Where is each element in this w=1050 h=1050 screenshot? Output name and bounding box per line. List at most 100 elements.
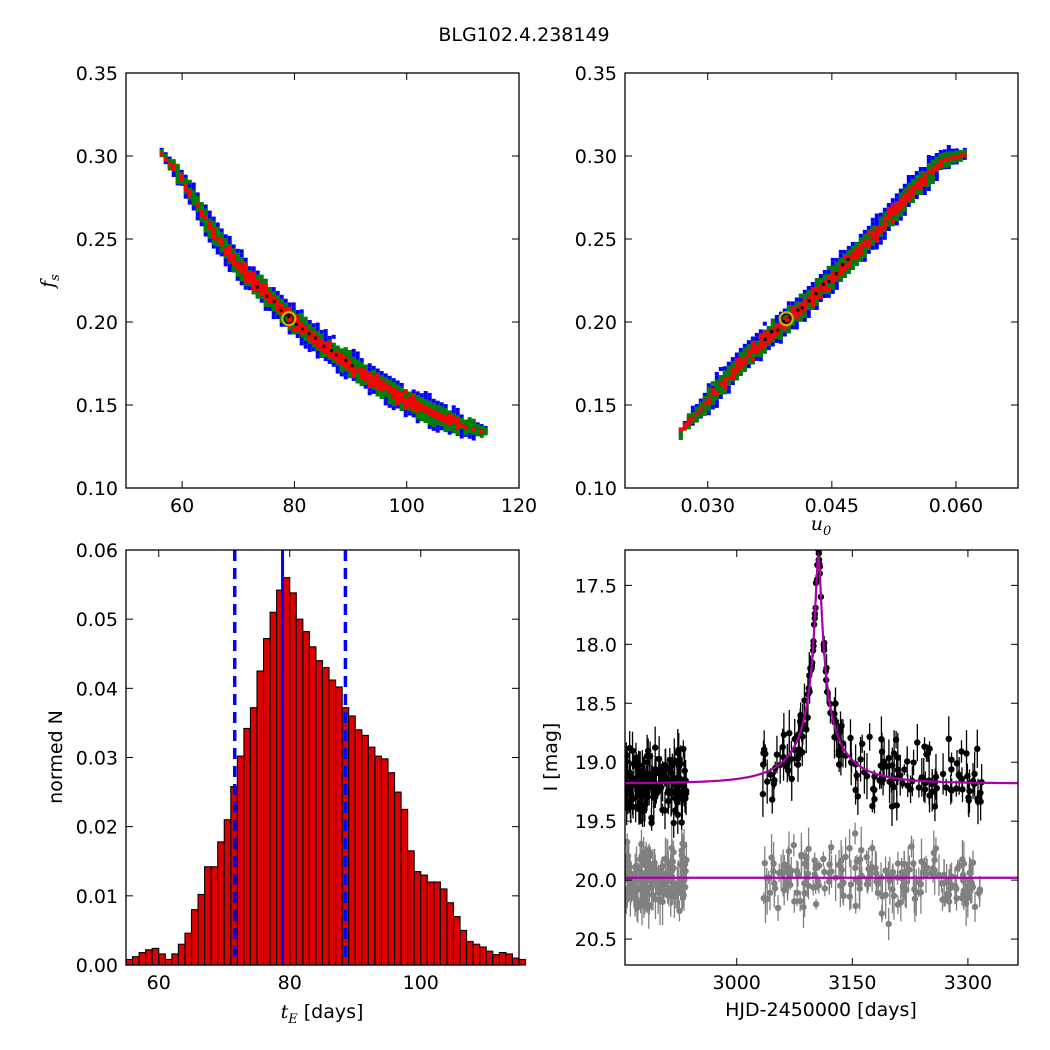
heat-cell — [255, 279, 260, 284]
heat-cell — [822, 279, 827, 283]
heat-cell — [403, 393, 408, 398]
heat-cell — [239, 257, 244, 262]
heat-cell — [227, 268, 232, 272]
heat-cell — [878, 232, 883, 237]
heat-cell — [223, 248, 228, 252]
heat-cell — [211, 244, 216, 249]
heat-cell — [251, 266, 256, 271]
data-point — [645, 747, 652, 754]
heat-cell — [826, 286, 831, 291]
heat-cell — [842, 266, 847, 271]
heat-cell — [387, 403, 392, 408]
heat-cell — [355, 359, 360, 364]
histogram-bar — [400, 808, 409, 966]
data-point — [637, 769, 644, 777]
heat-cell — [922, 173, 927, 178]
heat-cell — [830, 270, 835, 275]
heat-cell — [894, 213, 899, 218]
data-point — [681, 788, 688, 796]
heat-cell — [419, 406, 424, 411]
heat-cell — [207, 210, 212, 215]
data-point — [794, 761, 802, 768]
data-point — [821, 868, 828, 876]
heat-cell — [315, 354, 320, 359]
heat-cell — [850, 250, 855, 255]
histogram-bar — [315, 660, 324, 966]
heat-cell — [818, 298, 823, 302]
heat-cell — [826, 269, 831, 274]
data-point — [959, 856, 966, 863]
heat-cell — [850, 265, 855, 270]
data-point — [854, 793, 862, 800]
heat-cell — [814, 287, 819, 291]
heat-cell — [802, 289, 807, 294]
histogram-bar — [197, 893, 206, 966]
heat-cell — [163, 153, 168, 158]
heat-cell — [219, 238, 224, 243]
data-point — [667, 789, 675, 797]
heat-cell — [850, 245, 855, 250]
heat-cell — [423, 399, 428, 403]
heat-cell — [742, 367, 747, 372]
heat-peak-cell — [272, 299, 276, 303]
heat-cell — [902, 207, 907, 212]
heat-cell — [754, 336, 759, 341]
heat-cell — [714, 390, 719, 395]
x-tick-label: 3000 — [713, 972, 761, 994]
heat-cell — [706, 386, 711, 391]
heat-cell — [235, 261, 240, 266]
heat-cell — [179, 180, 184, 185]
heat-cell — [171, 173, 176, 177]
heat-cell — [299, 341, 304, 346]
data-point — [901, 860, 908, 868]
histogram-bar — [459, 929, 468, 966]
heat-cell — [858, 257, 863, 262]
heat-cell — [742, 343, 747, 348]
data-point — [657, 867, 665, 874]
heat-cell — [307, 348, 312, 352]
heat-cell — [247, 279, 252, 284]
data-point — [847, 881, 855, 888]
heat-cell — [710, 397, 715, 402]
histogram-bar — [204, 866, 212, 966]
heat-cell — [367, 372, 372, 377]
heat-cell — [379, 395, 384, 399]
heat-cell — [323, 333, 328, 338]
histogram-bar — [223, 819, 232, 966]
heat-cell — [810, 282, 815, 286]
heat-cell — [287, 330, 292, 335]
heat-cell — [435, 404, 440, 409]
heat-cell — [399, 406, 404, 411]
heat-cell — [343, 356, 348, 361]
data-point — [764, 895, 771, 903]
heat-cell — [862, 249, 867, 254]
heat-cell — [471, 430, 476, 435]
heat-cell — [407, 400, 412, 405]
heat-cell — [319, 353, 324, 358]
heat-cell — [890, 214, 895, 219]
heat-cell — [766, 339, 771, 344]
heat-cell — [806, 306, 811, 310]
heat-cell — [782, 325, 787, 330]
data-point — [800, 903, 807, 911]
data-point — [632, 803, 639, 811]
data-point — [640, 901, 648, 908]
heat-cell — [858, 253, 863, 258]
heat-cell — [786, 305, 791, 310]
heat-cell — [690, 416, 695, 421]
heat-cell — [830, 261, 835, 266]
data-point — [761, 859, 768, 867]
heat-cell — [878, 220, 883, 225]
heat-cell — [371, 378, 376, 383]
heat-cell — [219, 242, 224, 247]
heat-cell — [179, 177, 184, 182]
heat-cell — [962, 155, 967, 160]
heat-cell — [786, 318, 791, 323]
heat-cell — [319, 329, 324, 334]
heat-cell — [207, 238, 212, 243]
heat-cell — [371, 389, 376, 394]
heat-cell — [391, 382, 396, 387]
heat-cell — [706, 400, 711, 405]
heat-cell — [187, 189, 192, 194]
heat-cell — [271, 307, 276, 312]
